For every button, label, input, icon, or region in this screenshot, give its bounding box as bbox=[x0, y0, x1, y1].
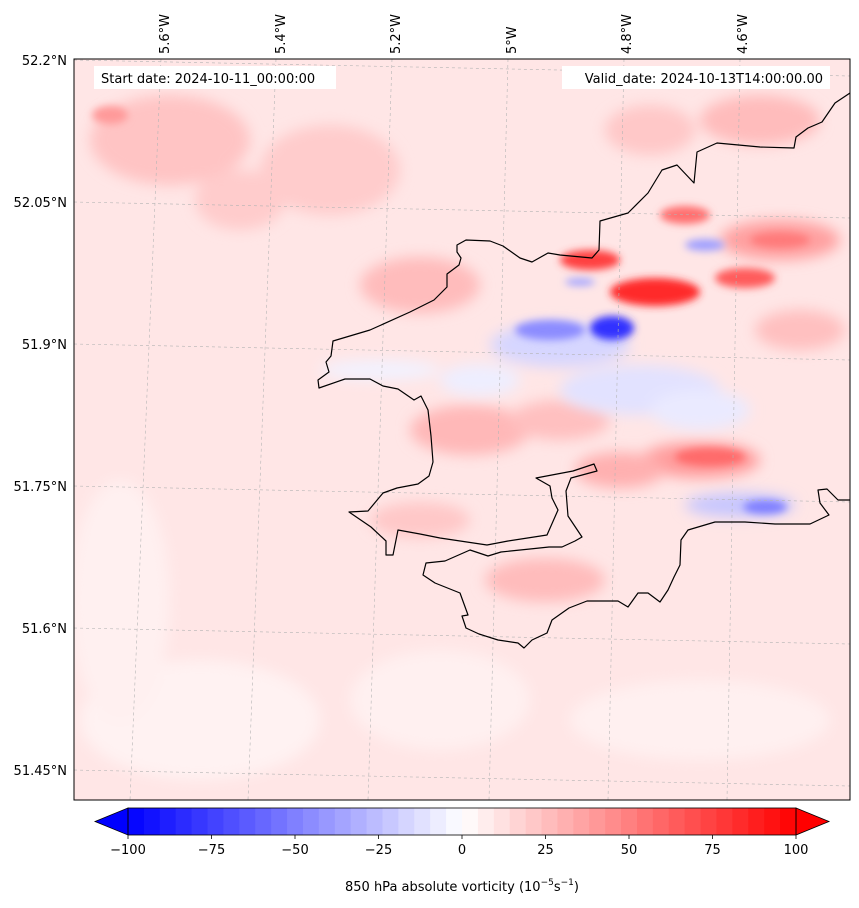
start-date-label: Start date: 2024-10-11_00:00:00 bbox=[101, 72, 315, 87]
colorbar-cell bbox=[621, 808, 638, 835]
colorbar-cell bbox=[589, 808, 606, 835]
colorbar-cell bbox=[255, 808, 272, 835]
colorbar-cell bbox=[128, 808, 145, 835]
field-positive-values bbox=[90, 95, 845, 602]
colorbar-cell bbox=[382, 808, 399, 835]
colorbar-cell bbox=[143, 808, 161, 835]
coastline bbox=[317, 92, 850, 649]
field-strong-negative-cores bbox=[515, 239, 787, 514]
colorbar-cell bbox=[287, 808, 304, 835]
colorbar-max-extend bbox=[795, 807, 831, 836]
colorbar-cell bbox=[525, 808, 543, 835]
field-low-values bbox=[74, 480, 830, 780]
colorbar-cells bbox=[128, 808, 797, 835]
colorbar-cell bbox=[334, 808, 352, 835]
colorbar-tick-label: −100 bbox=[110, 843, 146, 858]
colorbar-cell bbox=[732, 808, 749, 835]
gridlines bbox=[74, 59, 850, 800]
lon-label-5w: 5°W bbox=[505, 26, 520, 54]
colorbar-cell bbox=[477, 808, 495, 835]
lon-label-5-4w: 5.4°W bbox=[274, 14, 289, 54]
colorbar-cell bbox=[366, 808, 384, 835]
latitude-labels: 52.2°N 52.05°N 51.9°N 51.75°N 51.6°N 51.… bbox=[14, 54, 67, 779]
colorbar-cell bbox=[493, 808, 511, 835]
colorbar-cell bbox=[684, 808, 702, 835]
valid-date-label: Valid_date: 2024-10-13T14:00:00.00 bbox=[585, 72, 823, 87]
colorbar-cell bbox=[780, 808, 797, 835]
colorbar-cell bbox=[462, 808, 479, 835]
colorbar-cell bbox=[350, 808, 368, 835]
lat-label-51-6n: 51.6°N bbox=[22, 622, 67, 637]
colorbar-cell bbox=[207, 808, 225, 835]
lat-label-51-9n: 51.9°N bbox=[22, 338, 67, 353]
colorbar-tick-label: −25 bbox=[365, 843, 392, 858]
colorbar-cell bbox=[318, 808, 336, 835]
lat-label-51-75n: 51.75°N bbox=[14, 480, 67, 495]
valid-date-box bbox=[562, 66, 830, 89]
lat-label-52-2n: 52.2°N bbox=[22, 54, 67, 69]
colorbar-tick-label: 50 bbox=[621, 843, 638, 858]
colorbar-tick-label: 75 bbox=[704, 843, 721, 858]
lon-label-4-8w: 4.8°W bbox=[620, 14, 635, 54]
colorbar-cell bbox=[573, 808, 590, 835]
colorbar-cell bbox=[271, 808, 288, 835]
colorbar-cell bbox=[748, 808, 765, 835]
colorbar-min-extend bbox=[93, 807, 129, 836]
colorbar-cell bbox=[557, 808, 574, 835]
colorbar-cell bbox=[509, 808, 527, 835]
lon-label-5-2w: 5.2°W bbox=[389, 14, 404, 54]
colorbar-cell bbox=[414, 808, 431, 835]
colorbar-tick-label: 100 bbox=[784, 843, 809, 858]
colorbar-label: 850 hPa absolute vorticity (10−5s−1) bbox=[345, 878, 579, 895]
colorbar-cell bbox=[716, 808, 733, 835]
longitude-labels: 5.6°W 5.4°W 5.2°W 5°W 4.8°W 4.6°W bbox=[158, 14, 751, 54]
colorbar-cell bbox=[239, 808, 256, 835]
colorbar-tick-label: 0 bbox=[458, 843, 466, 858]
colorbar-cell bbox=[668, 808, 686, 835]
colorbar-cell bbox=[159, 808, 177, 835]
colorbar-cell bbox=[430, 808, 447, 835]
colorbar-ticks: −100 −75 −50 −25 0 25 50 75 100 bbox=[110, 835, 808, 858]
colorbar-cell bbox=[605, 808, 622, 835]
lon-label-5-6w: 5.6°W bbox=[158, 14, 173, 54]
colorbar-tick-label: 25 bbox=[537, 843, 554, 858]
colorbar: −100 −75 −50 −25 0 25 50 75 100 850 hPa absolute… bbox=[93, 807, 831, 895]
lat-label-52-05n: 52.05°N bbox=[14, 196, 67, 211]
colorbar-cell bbox=[191, 808, 209, 835]
colorbar-cell bbox=[302, 808, 320, 835]
start-date-box bbox=[94, 66, 336, 89]
colorbar-tick-label: −75 bbox=[198, 843, 225, 858]
colorbar-cell bbox=[652, 808, 670, 835]
colorbar-cell bbox=[636, 808, 654, 835]
lon-label-4-6w: 4.6°W bbox=[736, 14, 751, 54]
colorbar-cell bbox=[541, 808, 559, 835]
field-strong-positive-cores bbox=[92, 106, 810, 466]
colorbar-tick-label: −50 bbox=[281, 843, 308, 858]
colorbar-cell bbox=[446, 808, 463, 835]
map-frame bbox=[73, 58, 851, 801]
colorbar-cell bbox=[223, 808, 240, 835]
colorbar-cell bbox=[700, 808, 718, 835]
vorticity-field bbox=[74, 59, 850, 800]
colorbar-cell bbox=[175, 808, 193, 835]
lat-label-51-45n: 51.45°N bbox=[14, 764, 67, 779]
colorbar-cell bbox=[398, 808, 415, 835]
colorbar-cell bbox=[764, 808, 781, 835]
